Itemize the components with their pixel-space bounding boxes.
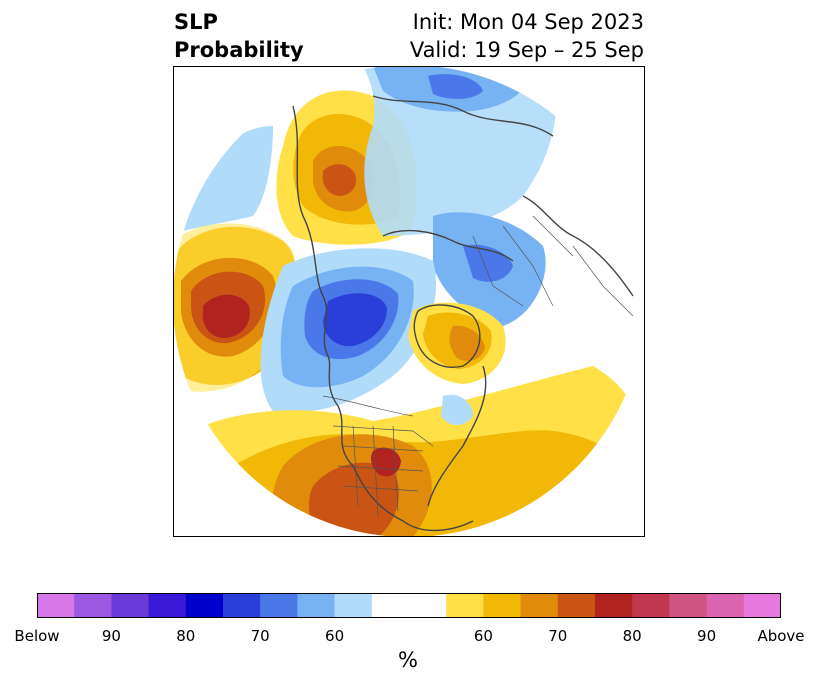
colorbar-cell — [632, 593, 670, 618]
east-coast-lightblue — [441, 394, 473, 425]
colorbar-cell — [111, 593, 150, 618]
title-right: Init: Mon 04 Sep 2023 Valid: 19 Sep – 25… — [410, 8, 644, 64]
colorbar-cell — [557, 593, 596, 618]
colorbar-cell — [446, 593, 484, 618]
siberia-darkorange — [322, 164, 357, 196]
colorbar-cell — [743, 593, 781, 618]
colorbar-cell — [520, 593, 559, 618]
north-pacific-lightblue — [183, 126, 273, 231]
colorbar-tick-label: Below — [14, 627, 60, 645]
colorbar-tick-label: Above — [757, 627, 805, 645]
colorbar-outline — [37, 593, 781, 618]
probability-shading — [173, 66, 645, 537]
colorbar-tick-label: 60 — [325, 627, 345, 645]
init-date: Init: Mon 04 Sep 2023 — [412, 10, 644, 34]
title-product: Probability — [174, 38, 304, 62]
arctic-lightblue — [363, 66, 557, 236]
colorbar-tick-label: 80 — [622, 627, 642, 645]
colorbar-cell — [148, 593, 187, 618]
colorbar-tick-label: 70 — [250, 627, 270, 645]
colorbar-tick-label: 90 — [697, 627, 717, 645]
colorbar-tick-label: 80 — [176, 627, 196, 645]
colorbar-tick-label: 60 — [473, 627, 493, 645]
title-left: SLP Probability — [174, 8, 304, 64]
colorbar-tick-label: 70 — [548, 627, 568, 645]
colorbar-cell — [223, 593, 261, 618]
map-border — [173, 66, 645, 537]
colorbar-unit-label: % — [398, 648, 418, 672]
title-variable: SLP — [174, 10, 218, 34]
colorbar-cell — [595, 593, 633, 618]
colorbar-cell — [297, 593, 336, 618]
pacific-red-region — [202, 294, 250, 338]
valid-range: Valid: 19 Sep – 25 Sep — [409, 38, 644, 62]
colorbar-cell — [260, 593, 298, 618]
colorbar-cell — [669, 593, 708, 618]
colorbar-tick-label: 90 — [101, 627, 121, 645]
colorbar-cell — [371, 593, 447, 618]
north-america-darkblue — [323, 293, 387, 347]
colorbar-cell — [483, 593, 522, 618]
probability-map — [173, 66, 645, 537]
arctic-medblue-top — [428, 74, 483, 99]
colorbar-cell — [74, 593, 112, 618]
colorbar — [37, 593, 781, 618]
political-borders — [322, 215, 634, 517]
colorbar-cell — [706, 593, 745, 618]
colorbar-cell — [334, 593, 373, 618]
colorbar-cell — [37, 593, 75, 618]
colorbar-cell — [185, 593, 224, 618]
